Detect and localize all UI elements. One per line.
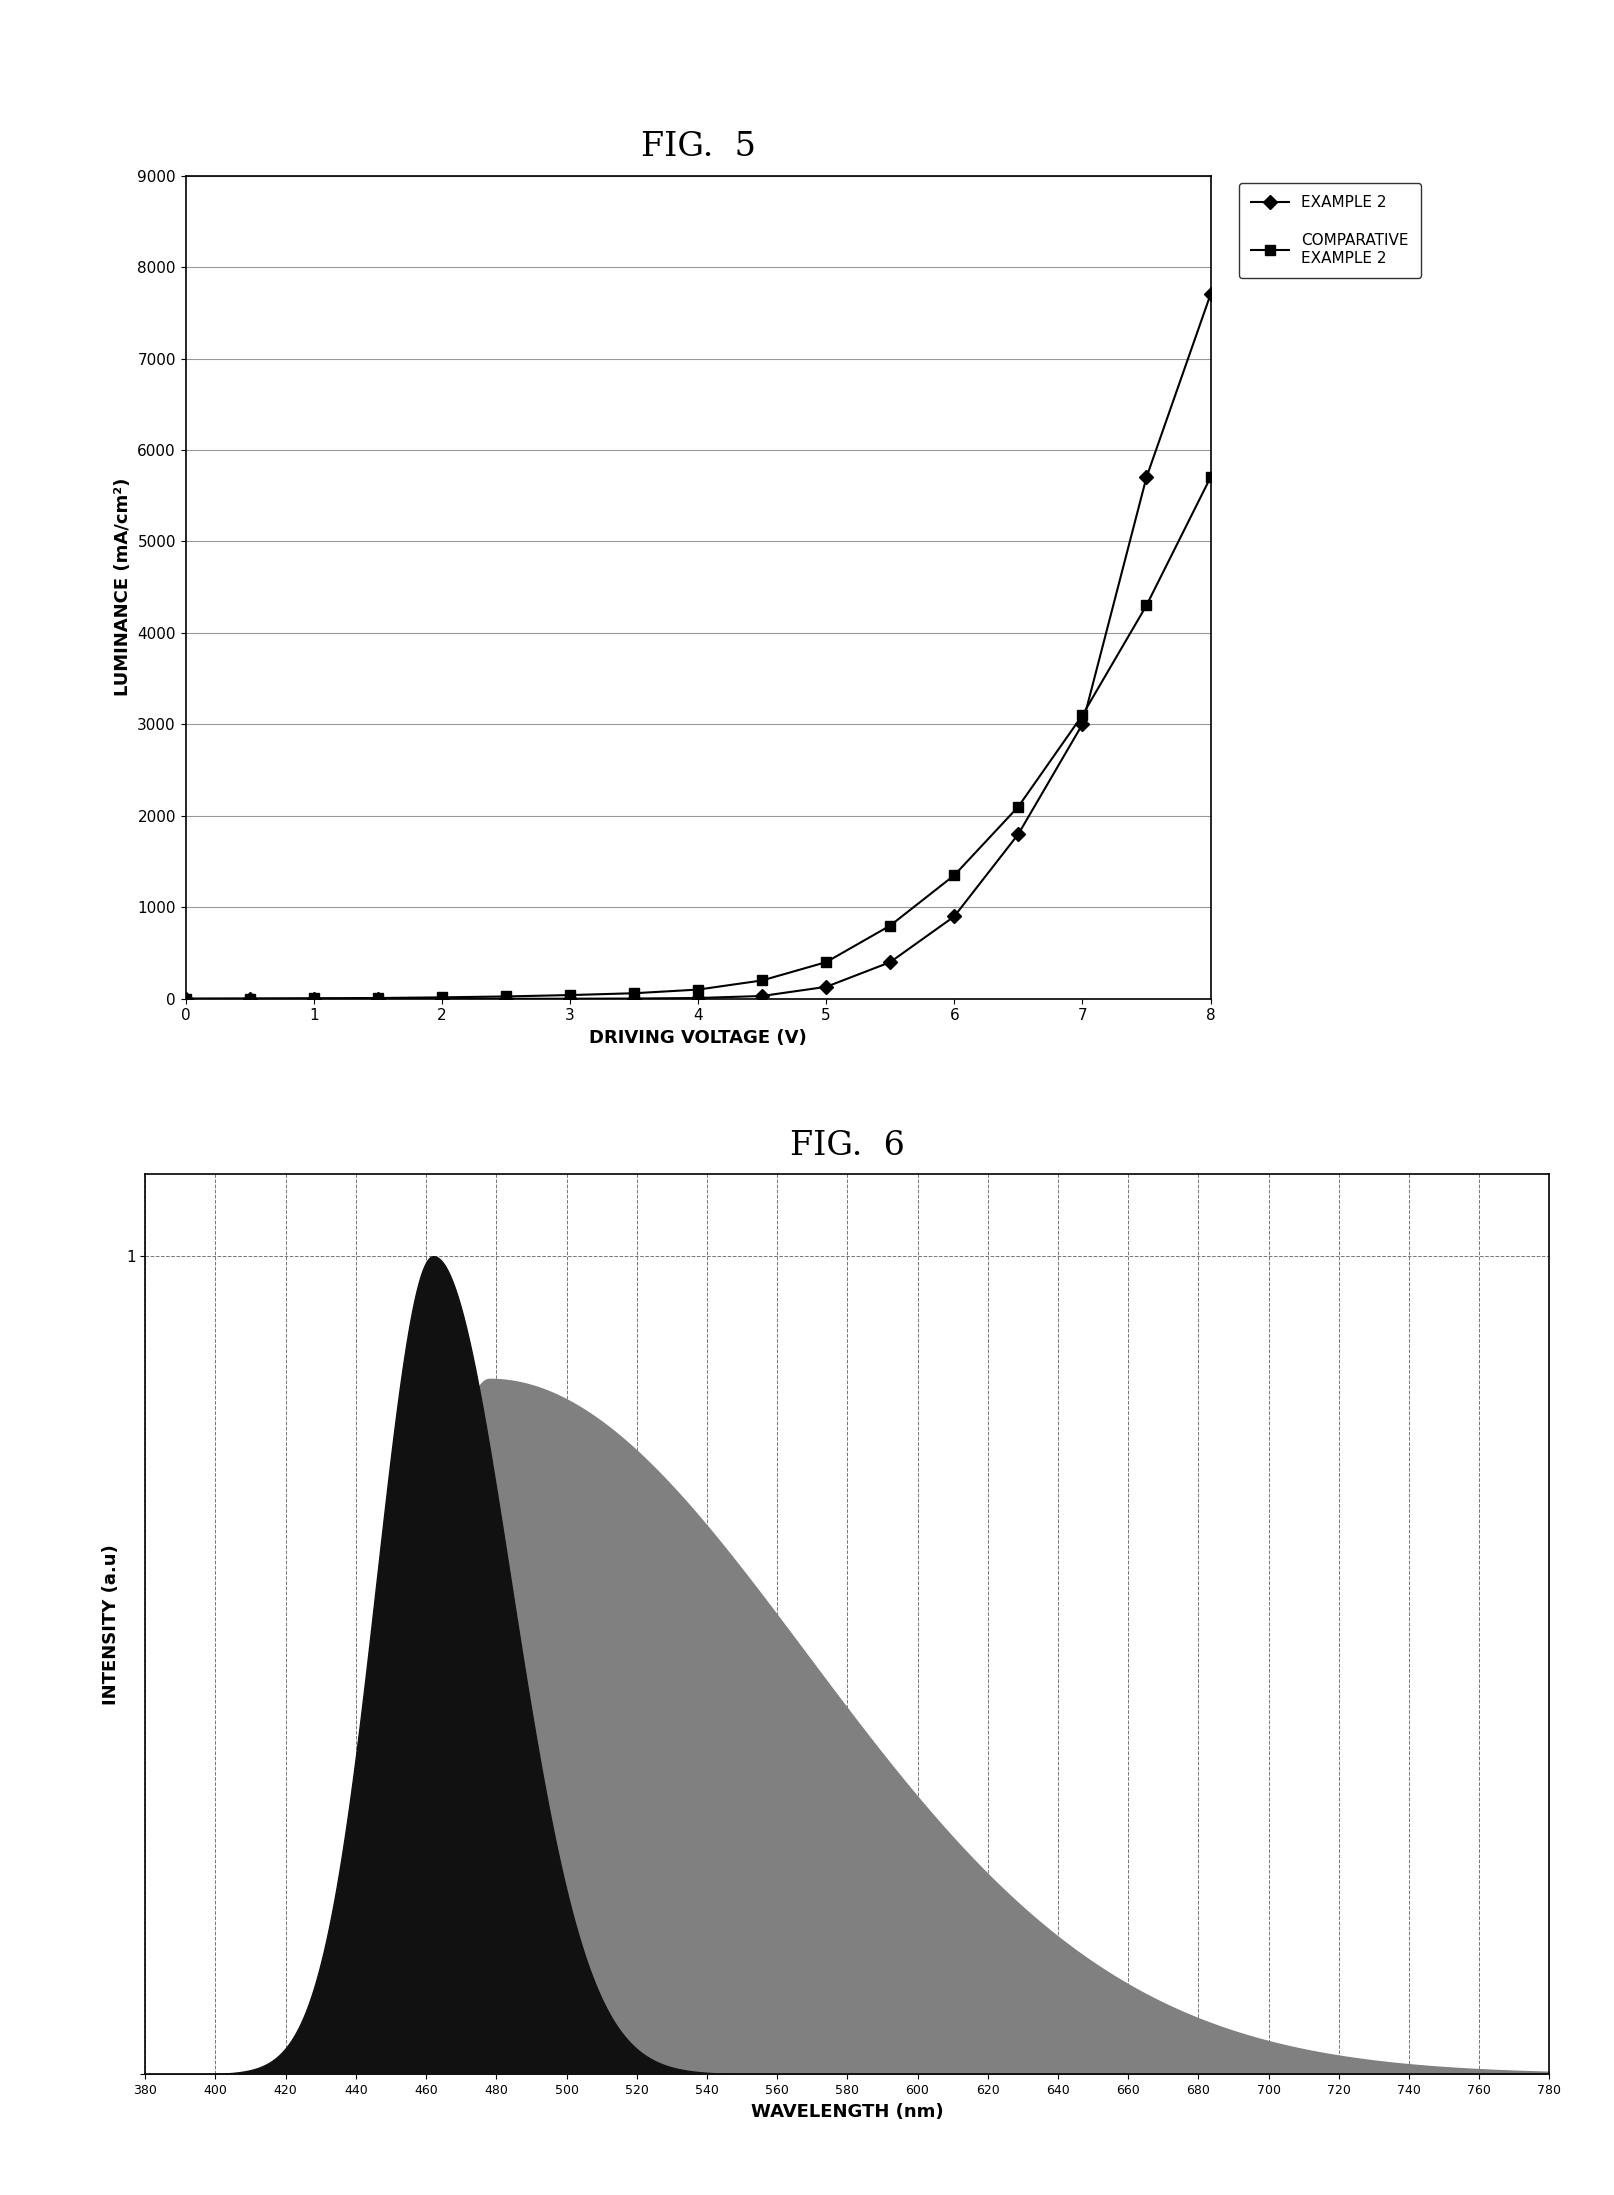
EXAMPLE 2: [1073, 711, 1093, 738]
EXAMPLE 2: [1136, 463, 1156, 489]
COMPARATIVE
EXAMPLE 2: [303, 986, 323, 1012]
EXAMPLE 2: [433, 986, 452, 1012]
EXAMPLE 2: [817, 975, 836, 1001]
Title: FIG.  5: FIG. 5: [641, 132, 755, 162]
COMPARATIVE
EXAMPLE 2: [688, 977, 707, 1003]
X-axis label: DRIVING VOLTAGE (V): DRIVING VOLTAGE (V): [589, 1029, 807, 1047]
COMPARATIVE
EXAMPLE 2: [368, 986, 387, 1012]
EXAMPLE 2: [881, 948, 901, 975]
EXAMPLE 2: [1201, 281, 1220, 307]
Legend: EXAMPLE 2, COMPARATIVE
EXAMPLE 2: EXAMPLE 2, COMPARATIVE EXAMPLE 2: [1238, 182, 1420, 279]
EXAMPLE 2: [176, 986, 195, 1012]
X-axis label: WAVELENGTH (nm): WAVELENGTH (nm): [751, 2103, 944, 2120]
EXAMPLE 2: [560, 986, 579, 1012]
COMPARATIVE
EXAMPLE 2: [495, 983, 515, 1010]
COMPARATIVE
EXAMPLE 2: [1136, 593, 1156, 619]
COMPARATIVE
EXAMPLE 2: [1009, 792, 1028, 819]
COMPARATIVE
EXAMPLE 2: [433, 983, 452, 1010]
COMPARATIVE
EXAMPLE 2: [1201, 463, 1220, 489]
COMPARATIVE
EXAMPLE 2: [240, 986, 260, 1012]
EXAMPLE 2: [625, 986, 644, 1012]
EXAMPLE 2: [688, 986, 707, 1012]
COMPARATIVE
EXAMPLE 2: [881, 913, 901, 939]
EXAMPLE 2: [495, 986, 515, 1012]
EXAMPLE 2: [240, 986, 260, 1012]
Title: FIG.  6: FIG. 6: [789, 1130, 905, 1161]
EXAMPLE 2: [303, 986, 323, 1012]
COMPARATIVE
EXAMPLE 2: [560, 981, 579, 1008]
COMPARATIVE
EXAMPLE 2: [752, 968, 771, 994]
EXAMPLE 2: [944, 904, 964, 931]
EXAMPLE 2: [1009, 821, 1028, 847]
COMPARATIVE
EXAMPLE 2: [1073, 702, 1093, 729]
Line: EXAMPLE 2: EXAMPLE 2: [181, 290, 1215, 1003]
EXAMPLE 2: [752, 983, 771, 1010]
COMPARATIVE
EXAMPLE 2: [944, 863, 964, 889]
COMPARATIVE
EXAMPLE 2: [176, 986, 195, 1012]
COMPARATIVE
EXAMPLE 2: [817, 948, 836, 975]
EXAMPLE 2: [368, 986, 387, 1012]
COMPARATIVE
EXAMPLE 2: [625, 979, 644, 1005]
Y-axis label: LUMINANCE (mA/cm²): LUMINANCE (mA/cm²): [113, 479, 132, 696]
Y-axis label: INTENSITY (a.u): INTENSITY (a.u): [102, 1543, 121, 1706]
Line: COMPARATIVE
EXAMPLE 2: COMPARATIVE EXAMPLE 2: [181, 472, 1215, 1003]
